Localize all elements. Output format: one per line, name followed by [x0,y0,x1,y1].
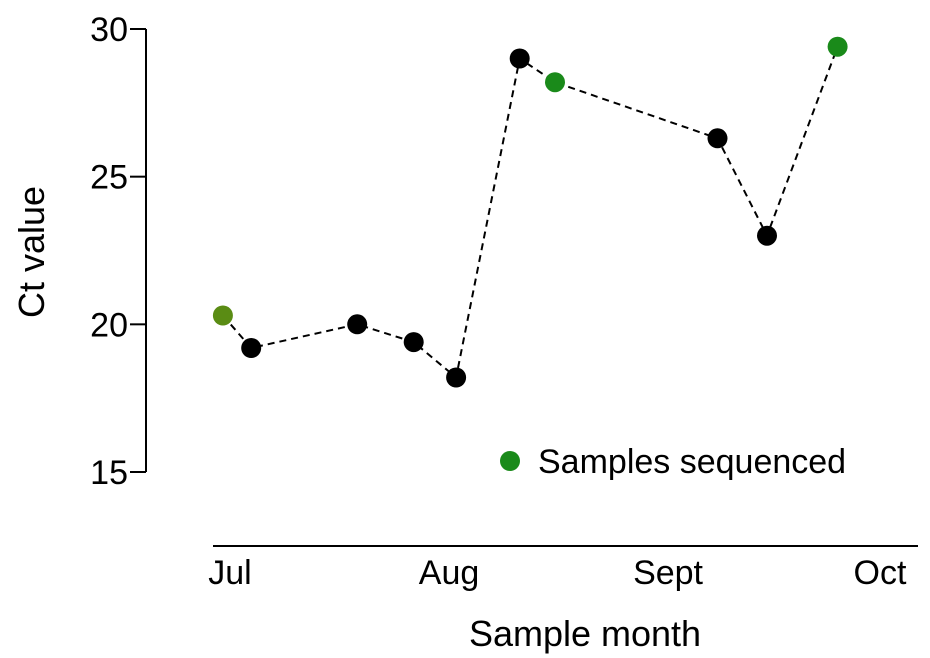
data-point-sequenced [212,305,233,326]
data-point [707,128,728,149]
data-point [446,367,467,388]
legend-marker [500,451,520,471]
legend-label: Samples sequenced [538,443,846,481]
data-point [509,48,530,69]
data-point-sequenced [827,36,848,57]
data-point [347,314,368,335]
x-tick-label: Oct [854,554,907,592]
data-point [757,225,777,246]
y-tick-label: 15 [90,454,128,492]
data-point-sequenced [545,72,565,93]
data-point [241,338,262,358]
x-tick-label: Jul [208,554,251,592]
y-tick-label: 25 [90,159,128,197]
y-axis: 15 20 25 30 [90,11,147,492]
legend: Samples sequenced [500,443,846,481]
series-line [222,46,839,380]
y-axis-title: Ct value [11,186,52,318]
series [212,36,848,388]
x-tick-label: Sept [633,554,703,592]
y-tick-label: 20 [90,306,128,344]
data-point [403,332,424,353]
x-axis: Jul Aug Sept Oct [208,545,918,592]
x-axis-title: Sample month [469,613,701,654]
y-tick-label: 30 [90,11,128,49]
x-tick-label: Aug [419,554,480,592]
